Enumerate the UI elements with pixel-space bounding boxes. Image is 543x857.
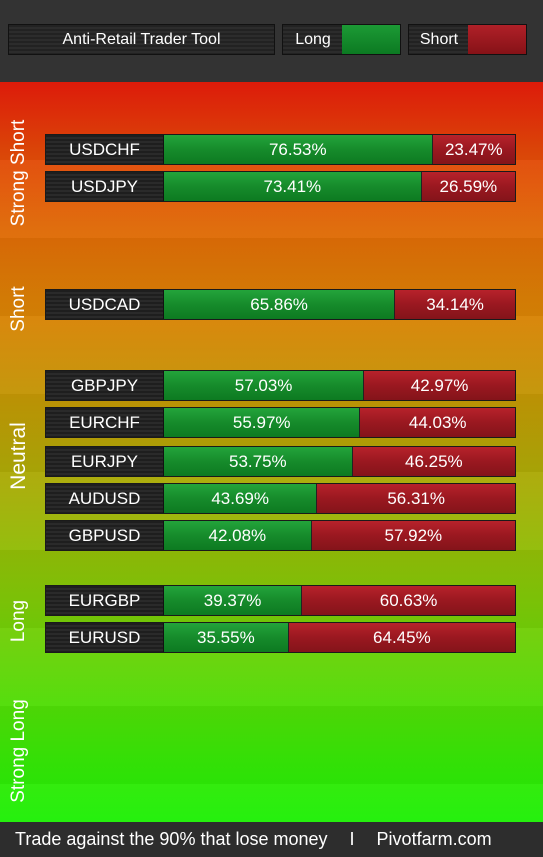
long-percentage-bar: 55.97% xyxy=(164,408,361,437)
long-percentage-bar: 65.86% xyxy=(164,290,396,319)
short-percentage-bar: 42.97% xyxy=(364,371,515,400)
zone-strong-long-label: Strong Long xyxy=(8,699,29,803)
zone-strong-short-label: Strong Short xyxy=(8,119,29,227)
pair-name: EURUSD xyxy=(46,623,164,652)
sentiment-panel: Strong Short Short Neutral Long Strong L… xyxy=(0,82,543,822)
pair-name: EURJPY xyxy=(46,447,164,476)
short-percentage-bar: 56.31% xyxy=(317,484,515,513)
legend-short: Short xyxy=(408,24,527,55)
short-percentage-bar: 60.63% xyxy=(302,586,515,615)
long-percentage-bar: 39.37% xyxy=(164,586,303,615)
footer-site-link[interactable]: Pivotfarm.com xyxy=(376,829,492,849)
ratio-bar: 57.03% 42.97% xyxy=(164,371,515,400)
pair-row-usdchf[interactable]: USDCHF 76.53% 23.47% xyxy=(45,134,516,165)
pair-row-eurusd[interactable]: EURUSD 35.55% 64.45% xyxy=(45,622,516,653)
pair-row-gbpjpy[interactable]: GBPJPY 57.03% 42.97% xyxy=(45,370,516,401)
short-percentage-bar: 46.25% xyxy=(352,447,515,476)
footer-bar: Trade against the 90% that lose money I … xyxy=(0,822,543,857)
ratio-bar: 53.75% 46.25% xyxy=(164,447,515,476)
pair-name: USDCHF xyxy=(46,135,164,164)
legend-long-swatch xyxy=(342,25,400,54)
long-percentage-bar: 53.75% xyxy=(164,447,353,476)
zone-neutral-label: Neutral xyxy=(7,422,30,490)
pair-row-usdjpy[interactable]: USDJPY 73.41% 26.59% xyxy=(45,171,516,202)
pair-row-eurjpy[interactable]: EURJPY 53.75% 46.25% xyxy=(45,446,516,477)
legend-long-label: Long xyxy=(295,30,331,48)
ratio-bar: 39.37% 60.63% xyxy=(164,586,515,615)
pair-name: EURGBP xyxy=(46,586,164,615)
pair-name: AUDUSD xyxy=(46,484,164,513)
ratio-bar: 55.97% 44.03% xyxy=(164,408,515,437)
long-percentage-bar: 73.41% xyxy=(164,172,422,201)
long-percentage-bar: 42.08% xyxy=(164,521,312,550)
pair-row-eurgbp[interactable]: EURGBP 39.37% 60.63% xyxy=(45,585,516,616)
pair-row-eurchf[interactable]: EURCHF 55.97% 44.03% xyxy=(45,407,516,438)
zone-short-label: Short xyxy=(8,286,29,332)
tool-title: Anti-Retail Trader Tool xyxy=(8,24,275,55)
zone-long-label: Long xyxy=(8,599,29,643)
pair-name: USDJPY xyxy=(46,172,164,201)
footer-tagline: Trade against the 90% that lose money xyxy=(15,829,328,849)
short-percentage-bar: 64.45% xyxy=(288,623,515,652)
ratio-bar: 43.69% 56.31% xyxy=(164,484,515,513)
pair-name: GBPUSD xyxy=(46,521,164,550)
long-percentage-bar: 43.69% xyxy=(164,484,318,513)
short-percentage-bar: 23.47% xyxy=(432,135,515,164)
legend-short-label: Short xyxy=(419,30,459,48)
ratio-bar: 42.08% 57.92% xyxy=(164,521,515,550)
pair-name: USDCAD xyxy=(46,290,164,319)
ratio-bar: 35.55% 64.45% xyxy=(164,623,515,652)
legend-long: Long xyxy=(282,24,401,55)
pair-name: GBPJPY xyxy=(46,371,164,400)
pair-row-usdcad[interactable]: USDCAD 65.86% 34.14% xyxy=(45,289,516,320)
long-percentage-bar: 35.55% xyxy=(164,623,289,652)
ratio-bar: 76.53% 23.47% xyxy=(164,135,515,164)
header-bar: Anti-Retail Trader Tool Long Short xyxy=(0,0,543,82)
ratio-bar: 73.41% 26.59% xyxy=(164,172,515,201)
short-percentage-bar: 57.92% xyxy=(311,521,515,550)
pair-row-gbpusd[interactable]: GBPUSD 42.08% 57.92% xyxy=(45,520,516,551)
long-percentage-bar: 76.53% xyxy=(164,135,433,164)
ratio-bar: 65.86% 34.14% xyxy=(164,290,515,319)
legend-short-swatch xyxy=(468,25,526,54)
long-percentage-bar: 57.03% xyxy=(164,371,365,400)
pair-row-audusd[interactable]: AUDUSD 43.69% 56.31% xyxy=(45,483,516,514)
short-percentage-bar: 26.59% xyxy=(421,172,515,201)
short-percentage-bar: 34.14% xyxy=(395,290,515,319)
pair-name: EURCHF xyxy=(46,408,164,437)
footer-separator: I xyxy=(349,829,355,849)
short-percentage-bar: 44.03% xyxy=(360,408,515,437)
